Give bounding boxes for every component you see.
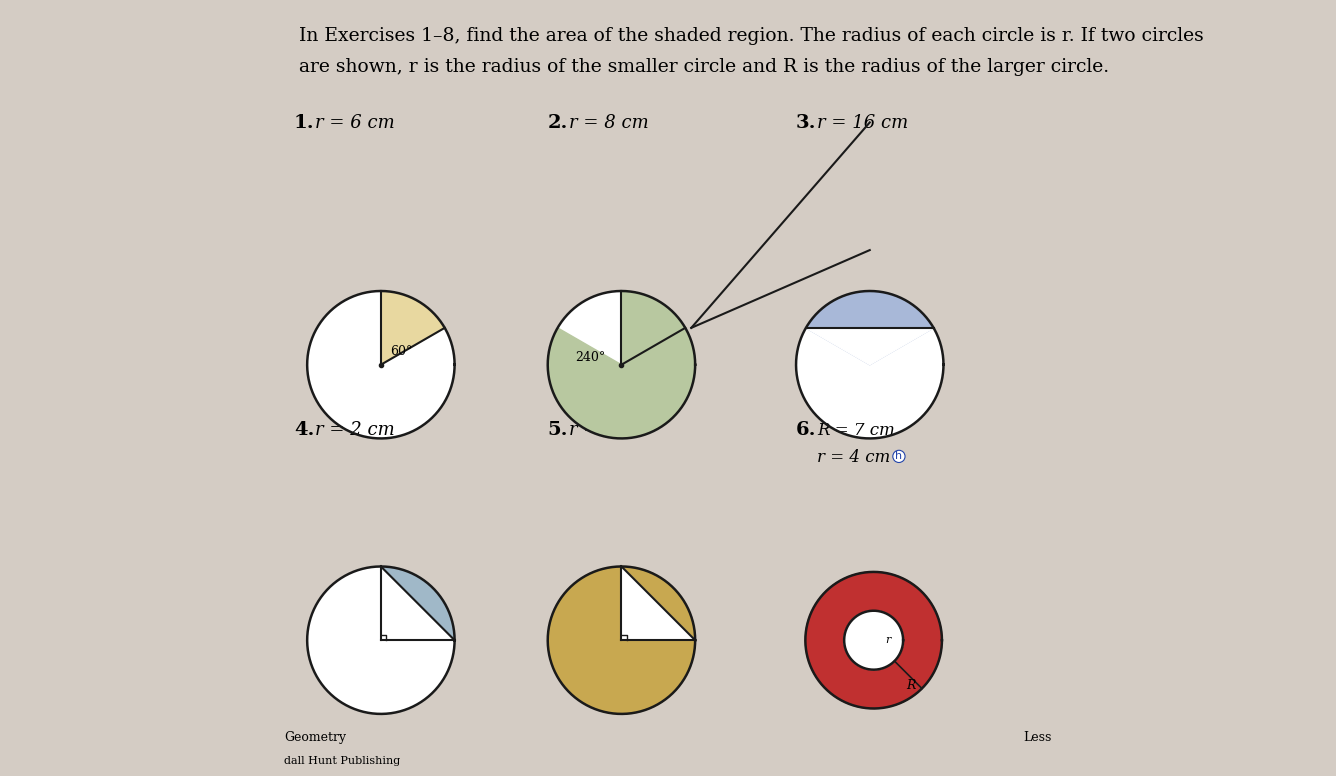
Text: r = 16 cm: r = 16 cm [818, 114, 908, 132]
Polygon shape [548, 327, 695, 438]
Polygon shape [806, 572, 942, 708]
Text: 2.: 2. [548, 114, 568, 132]
Text: r = 8 cm: r = 8 cm [569, 421, 648, 438]
Polygon shape [621, 566, 695, 640]
Polygon shape [806, 291, 934, 365]
Text: 6.: 6. [796, 421, 816, 438]
Polygon shape [381, 566, 454, 640]
Polygon shape [548, 291, 695, 438]
Text: are shown, r is the radius of the smaller circle and R is the radius of the larg: are shown, r is the radius of the smalle… [299, 58, 1109, 76]
Text: 4.: 4. [294, 421, 314, 438]
Text: R: R [907, 679, 916, 692]
Text: r = 2 cm: r = 2 cm [315, 421, 394, 438]
Polygon shape [796, 291, 943, 438]
Text: R = 7 cm: R = 7 cm [818, 421, 895, 438]
Text: 60°: 60° [390, 345, 413, 359]
Text: r = 6 cm: r = 6 cm [315, 114, 394, 132]
Text: r: r [886, 635, 891, 645]
Polygon shape [307, 566, 454, 714]
Text: 240°: 240° [574, 351, 605, 364]
Polygon shape [844, 611, 903, 670]
Polygon shape [557, 291, 695, 438]
Text: 5.: 5. [548, 421, 568, 438]
Polygon shape [381, 291, 445, 365]
Text: 1.: 1. [294, 114, 314, 132]
Text: r = 8 cm: r = 8 cm [569, 114, 648, 132]
Text: dall Hunt Publishing: dall Hunt Publishing [283, 757, 399, 767]
Polygon shape [806, 327, 934, 365]
Polygon shape [548, 566, 695, 714]
Text: Less: Less [1023, 731, 1053, 744]
Text: 3.: 3. [796, 114, 816, 132]
Polygon shape [307, 291, 454, 438]
Polygon shape [548, 291, 695, 438]
Text: Geometry: Geometry [283, 731, 346, 744]
Text: In Exercises 1–8, find the area of the shaded region. The radius of each circle : In Exercises 1–8, find the area of the s… [299, 27, 1204, 45]
Text: r = 4 cm: r = 4 cm [818, 449, 890, 466]
Text: h: h [895, 452, 903, 462]
